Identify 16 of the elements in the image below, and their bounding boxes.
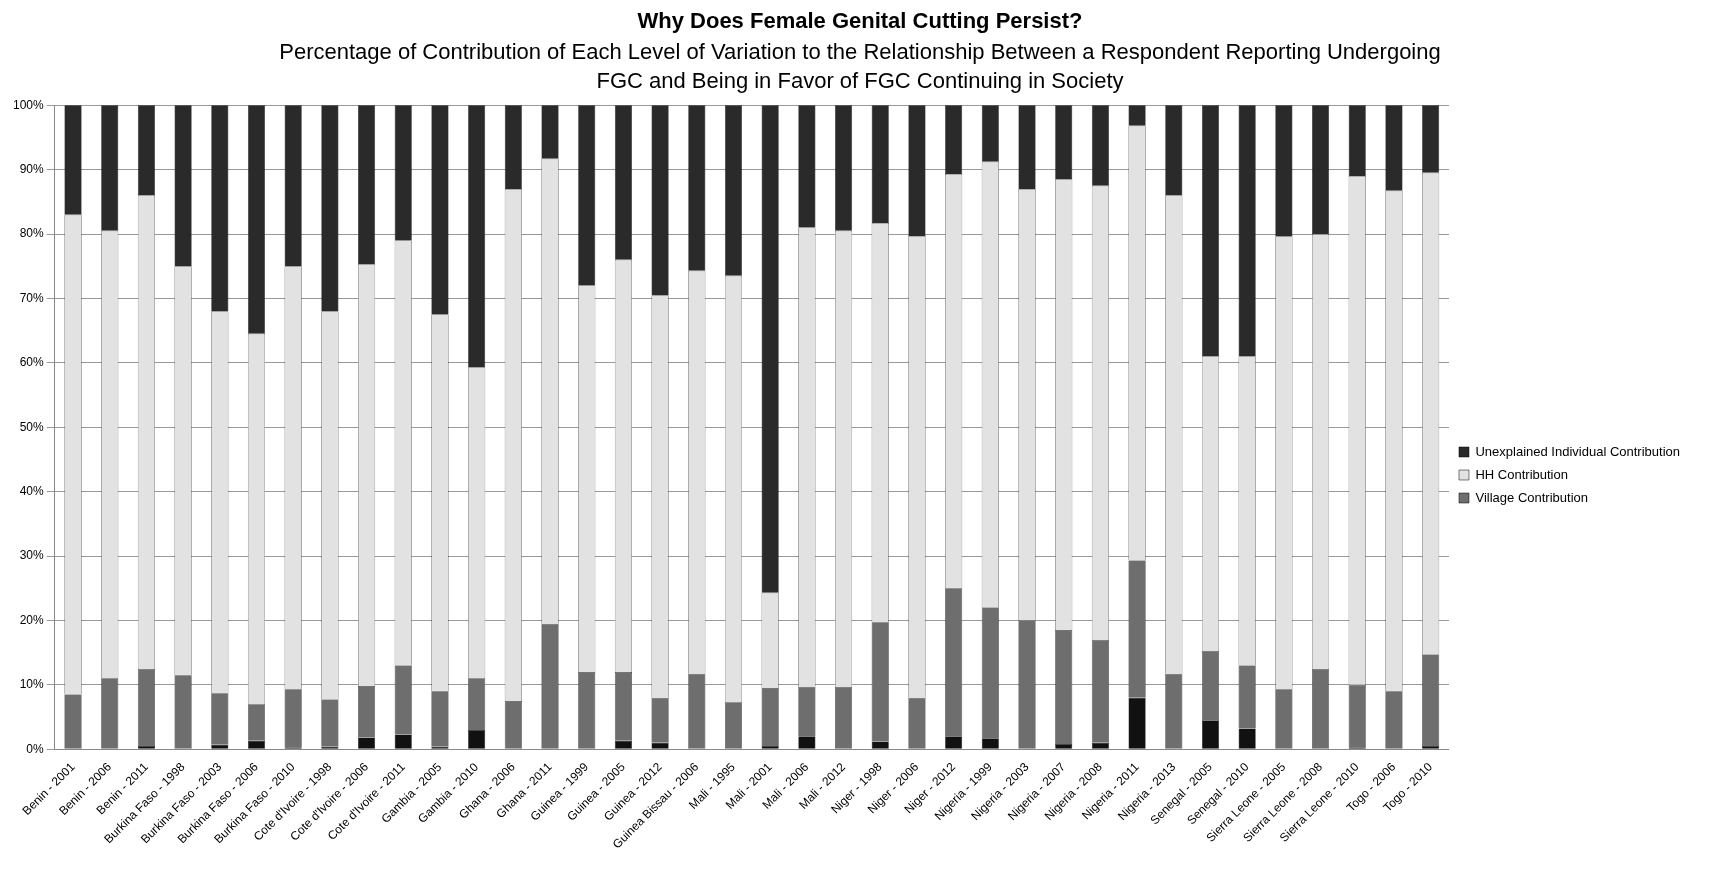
legend-label: HH Contribution	[1475, 466, 1568, 482]
y-tick-label: 90%	[19, 162, 45, 177]
y-tick-label: 20%	[19, 612, 45, 627]
y-tick-label: 40%	[19, 484, 45, 499]
y-tick-label: 60%	[19, 355, 45, 370]
chart-subtitle: Percentage of Contribution of Each Level of Variation to the Relationship Between a Respondent Reporting Undergoing FGC and Being in Favor of FGC Continuing in Society	[278, 38, 1442, 95]
y-tick-label: 0%	[26, 741, 45, 756]
y-tick-label: 70%	[19, 290, 45, 305]
y-tick-label: 80%	[19, 226, 45, 241]
legend-label: Village Contribution	[1475, 489, 1588, 505]
y-tick-label: 50%	[19, 419, 45, 434]
y-tick-label: 10%	[19, 677, 45, 692]
chart-title: Why Does Female Genital Cutting Persist?	[636, 8, 1084, 34]
y-tick-label: 30%	[19, 548, 45, 563]
legend-label: Unexplained Individual Contribution	[1475, 443, 1681, 459]
y-tick-label: 100%	[12, 97, 45, 112]
